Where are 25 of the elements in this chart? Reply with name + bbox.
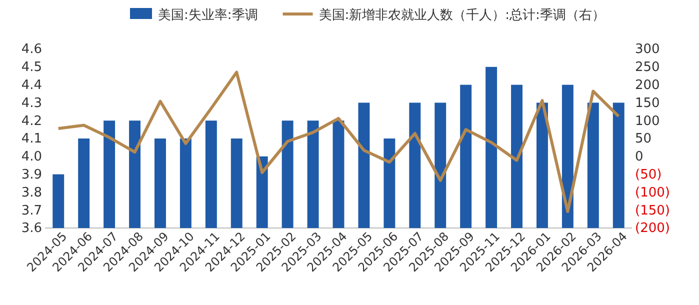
y2-tick-label: (150) — [635, 203, 670, 218]
y2-tick-label: 250 — [635, 60, 660, 76]
y-tick-label: 4.5 — [21, 60, 42, 76]
y2-tick-label: 150 — [635, 96, 660, 111]
y-tick-label: 3.9 — [21, 167, 42, 182]
legend-label: 美国:失业率:季调 — [158, 7, 258, 23]
y-tick-label: 3.6 — [21, 221, 42, 236]
y2-tick-label: (100) — [635, 185, 670, 200]
y2-tick-label: (200) — [635, 221, 670, 236]
y-tick-label: 4.3 — [21, 96, 42, 111]
y2-tick-label: 100 — [635, 114, 660, 129]
y-tick-label: 4.1 — [21, 132, 42, 147]
y-tick-label: 4.6 — [21, 42, 42, 58]
y2-tick-label: (50) — [635, 167, 662, 182]
line-series — [56, 70, 620, 214]
y2-tick-label: 300 — [635, 42, 660, 58]
y2-tick-label: 200 — [635, 78, 660, 93]
y-tick-label: 4.2 — [21, 114, 42, 129]
y-tick-label: 4.4 — [21, 78, 42, 93]
legend-label: 美国:新增非农就业人数（千人）:总计:季调（右） — [318, 7, 605, 23]
y2-tick-label: 50 — [635, 132, 652, 147]
y-tick-label: 3.7 — [21, 203, 42, 218]
y-tick-label: 4.0 — [21, 150, 42, 165]
y2-tick-label: 0 — [635, 150, 644, 165]
y-tick-label: 3.8 — [21, 185, 42, 200]
